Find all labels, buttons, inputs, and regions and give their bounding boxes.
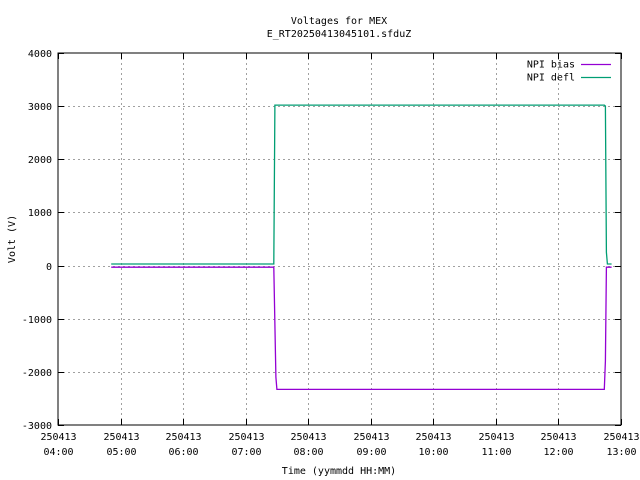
x-axis-ticks: 250413 04:00 250413 05:00 250413 06:00 250413 0… [40, 53, 640, 458]
legend: NPI bias NPI defl [527, 60, 611, 84]
y-axis-ticks: -3000 -2000 -1000 0 1000 2000 3000 4000 [22, 49, 621, 432]
plot-border [57, 52, 622, 426]
x-tick-label-date: 250413 [40, 432, 76, 443]
x-tick-label-date: 250413 [165, 432, 201, 443]
x-tick-label-date: 250413 [478, 432, 514, 443]
plot-series [111, 104, 612, 391]
y-tick-label: 0 [46, 262, 52, 273]
legend-label: NPI bias [527, 60, 575, 71]
y-tick-label: 1000 [28, 208, 52, 219]
grid-lines [58, 53, 621, 425]
x-tick-label-date: 250413 [540, 432, 576, 443]
x-tick-label-date: 250413 [290, 432, 326, 443]
x-tick-label-date: 250413 [603, 432, 639, 443]
x-tick-label-time: 07:00 [231, 447, 261, 458]
x-axis-label: Time (yymmdd HH:MM) [282, 466, 396, 477]
x-tick-label-time: 12:00 [543, 447, 573, 458]
x-tick-label-date: 250413 [228, 432, 264, 443]
y-tick-label: 3000 [28, 102, 52, 113]
legend-label: NPI defl [527, 73, 575, 84]
x-tick-label-date: 250413 [353, 432, 389, 443]
y-tick-label: -3000 [22, 421, 52, 432]
x-tick-label-time: 11:00 [481, 447, 511, 458]
x-tick-label-time: 04:00 [43, 447, 73, 458]
chart-subtitle: E_RT20250413045101.sfduZ [267, 29, 412, 40]
series-line-npi-defl [111, 104, 612, 265]
y-tick-label: -2000 [22, 368, 52, 379]
y-tick-label: 2000 [28, 155, 52, 166]
x-tick-label-time: 08:00 [293, 447, 323, 458]
y-tick-label: -1000 [22, 315, 52, 326]
y-tick-label: 4000 [28, 49, 52, 60]
x-tick-label-date: 250413 [415, 432, 451, 443]
x-tick-label-time: 13:00 [606, 447, 636, 458]
x-tick-label-time: 06:00 [168, 447, 198, 458]
x-tick-label-date: 250413 [103, 432, 139, 443]
series-line-npi-bias [111, 266, 612, 391]
chart-title: Voltages for MEX [291, 16, 387, 27]
y-axis-label: Volt (V) [7, 215, 18, 263]
x-tick-label-time: 05:00 [106, 447, 136, 458]
x-tick-label-time: 09:00 [356, 447, 386, 458]
x-tick-label-time: 10:00 [418, 447, 448, 458]
